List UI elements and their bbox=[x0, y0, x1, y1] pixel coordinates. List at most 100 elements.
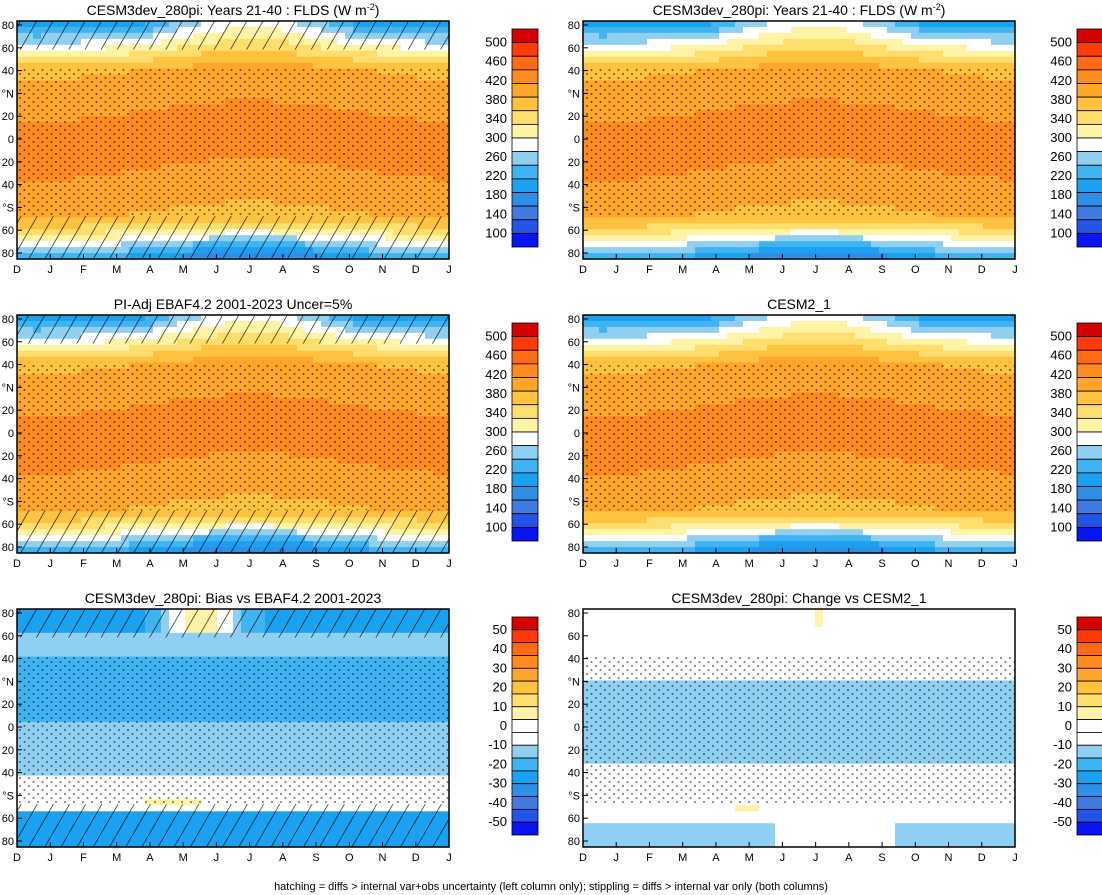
heatmap-cell bbox=[839, 38, 848, 46]
heatmap-cell bbox=[711, 235, 720, 242]
heatmap-cell bbox=[799, 56, 808, 64]
y-tick-label: 40 bbox=[568, 180, 580, 192]
heatmap-cell bbox=[831, 38, 840, 46]
heatmap-cell bbox=[943, 26, 952, 34]
heatmap-cell bbox=[201, 50, 210, 58]
heatmap-cell bbox=[607, 32, 616, 40]
heatmap-cell bbox=[903, 38, 912, 46]
heatmap-cell bbox=[17, 56, 26, 64]
heatmap-cell bbox=[847, 21, 856, 28]
heatmap-cell bbox=[839, 235, 848, 242]
colorbar-swatch bbox=[511, 192, 539, 207]
heatmap-cell bbox=[599, 229, 608, 236]
heatmap-cell bbox=[631, 223, 640, 230]
heatmap-cell bbox=[233, 62, 242, 70]
y-tick-label: 40 bbox=[2, 180, 14, 192]
heatmap-cell bbox=[361, 56, 370, 64]
heatmap-cell bbox=[791, 50, 800, 58]
heatmap-cell bbox=[927, 235, 936, 242]
heatmap-cell bbox=[735, 229, 744, 236]
heatmap-cell bbox=[919, 235, 928, 242]
heatmap-cell bbox=[417, 50, 426, 58]
heatmap-cell bbox=[751, 21, 760, 28]
heatmap-cell bbox=[999, 241, 1008, 248]
colorbar-swatch bbox=[1076, 123, 1102, 139]
heatmap-cell bbox=[281, 50, 290, 58]
heatmap-cell bbox=[807, 26, 816, 34]
hatching-south bbox=[17, 216, 449, 259]
heatmap-cell bbox=[823, 56, 832, 64]
heatmap-cell bbox=[935, 32, 944, 40]
heatmap-cell bbox=[401, 62, 410, 70]
heatmap-cell bbox=[751, 38, 760, 46]
heatmap-cell bbox=[161, 50, 170, 58]
heatmap-cell bbox=[887, 241, 896, 248]
heatmap-cell bbox=[583, 223, 592, 230]
y-tick-label: 40 bbox=[2, 66, 14, 78]
heatmap-cell bbox=[847, 229, 856, 236]
heatmap-cell bbox=[1007, 21, 1016, 28]
heatmap-cell bbox=[879, 247, 888, 254]
heatmap-cell bbox=[615, 62, 624, 70]
heatmap-cell bbox=[647, 26, 656, 34]
y-tick-label: 0 bbox=[574, 134, 580, 146]
heatmap-cell bbox=[727, 38, 736, 46]
heatmap-cell bbox=[583, 241, 592, 248]
colorbar-swatch bbox=[1076, 55, 1102, 71]
heatmap-cell bbox=[273, 62, 282, 70]
heatmap-cell bbox=[631, 229, 640, 236]
heatmap-cell bbox=[703, 50, 712, 58]
heatmap-cell bbox=[81, 350, 90, 358]
x-tick-label: N bbox=[945, 264, 953, 276]
y-tick-label: 20 bbox=[568, 111, 580, 123]
x-tick-label: A bbox=[279, 264, 287, 276]
heatmap-cell bbox=[959, 241, 968, 248]
heatmap-cell bbox=[927, 38, 936, 46]
colorbar-tick-label: 100 bbox=[1050, 225, 1072, 240]
heatmap-cell bbox=[607, 235, 616, 242]
heatmap-cell bbox=[839, 253, 848, 260]
heatmap-cell bbox=[425, 62, 434, 70]
heatmap-cell bbox=[847, 217, 856, 224]
heatmap-cell bbox=[791, 229, 800, 236]
heatmap-cell bbox=[855, 241, 864, 248]
heatmap-cell bbox=[647, 247, 656, 254]
x-tick-label: A bbox=[712, 264, 720, 276]
heatmap-cell bbox=[655, 50, 664, 58]
heatmap-cell bbox=[799, 21, 808, 28]
heatmap-cell bbox=[895, 253, 904, 260]
heatmap-cell bbox=[113, 50, 122, 58]
heatmap-cell bbox=[943, 56, 952, 64]
heatmap-cell bbox=[815, 62, 824, 70]
heatmap-cell bbox=[991, 241, 1000, 248]
heatmap-cell bbox=[847, 235, 856, 242]
heatmap-cell bbox=[703, 247, 712, 254]
heatmap-cell bbox=[831, 56, 840, 64]
heatmap-cell bbox=[807, 241, 816, 248]
heatmap-cell bbox=[831, 241, 840, 248]
heatmap-cell bbox=[647, 50, 656, 58]
heatmap-cell bbox=[775, 235, 784, 242]
heatmap-cell bbox=[903, 235, 912, 242]
heatmap-cell bbox=[943, 223, 952, 230]
heatmap-cell bbox=[983, 247, 992, 254]
heatmap-cell bbox=[369, 50, 378, 58]
heatmap-cell bbox=[927, 32, 936, 40]
heatmap-cell bbox=[25, 62, 34, 70]
heatmap-cell bbox=[815, 56, 824, 64]
heatmap-cell bbox=[623, 223, 632, 230]
heatmap-cell bbox=[935, 223, 944, 230]
heatmap-cell bbox=[735, 50, 744, 58]
heatmap-cell bbox=[647, 223, 656, 230]
heatmap-cell bbox=[33, 56, 42, 64]
heatmap-cell bbox=[671, 56, 680, 64]
heatmap-cell bbox=[911, 241, 920, 248]
heatmap-cell bbox=[807, 32, 816, 40]
heatmap-cell bbox=[361, 62, 370, 70]
heatmap-cell bbox=[113, 62, 122, 70]
heatmap-cell bbox=[759, 241, 768, 248]
heatmap-cell bbox=[711, 241, 720, 248]
y-tick-label: °S bbox=[2, 202, 14, 214]
heatmap-cell bbox=[791, 38, 800, 46]
colorbar-swatch bbox=[511, 232, 539, 248]
